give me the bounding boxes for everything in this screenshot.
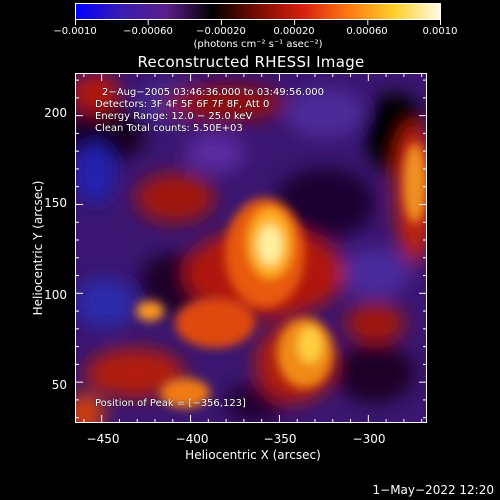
y-tick-label: 100 (44, 288, 67, 302)
peak-position-annotation: Position of Peak = [−356,123] (95, 398, 246, 409)
timestamp: 1−May−2022 12:20 (372, 483, 495, 497)
colorbar-tick-label: 0.00020 (273, 26, 315, 37)
rhessi-image (75, 73, 427, 423)
plot-title: Reconstructed RHESSI Image (137, 53, 365, 71)
axis-tick-marks (75, 73, 427, 423)
x-tick-label: −300 (352, 432, 386, 446)
colorbar-tick-label: 0.00060 (346, 26, 388, 37)
x-tick-label: −450 (86, 432, 120, 446)
time-range-annotation: 2−Aug−2005 03:46:36.000 to 03:49:56.000 (102, 87, 325, 98)
colorbar (75, 3, 441, 20)
colorbar-unit-label: (photons cm⁻² s⁻¹ asec⁻²) (193, 39, 323, 50)
x-axis-label: Heliocentric X (arcsec) (185, 448, 321, 462)
x-tick-label: −400 (175, 432, 209, 446)
colorbar-tick-label: 0.0010 (422, 26, 458, 37)
colorbar-tick-label: −0.00020 (196, 26, 246, 37)
detectors-annotation: Detectors: 3F 4F 5F 6F 7F 8F, Att 0 (95, 99, 270, 110)
energy-range-annotation: Energy Range: 12.0 − 25.0 keV (95, 111, 253, 122)
colorbar-tick-label: −0.00060 (123, 26, 173, 37)
colorbar-tick-label: −0.0010 (53, 26, 97, 37)
y-tick-label: 200 (44, 106, 67, 120)
y-axis-label: Heliocentric Y (arcsec) (31, 180, 45, 316)
x-tick-label: −350 (263, 432, 297, 446)
y-tick-label: 50 (51, 378, 67, 392)
colorbar-tick-marks (75, 20, 441, 25)
y-tick-label: 150 (44, 196, 67, 210)
clean-counts-annotation: Clean Total counts: 5.50E+03 (95, 123, 243, 134)
image-panel: 2−Aug−2005 03:46:36.000 to 03:49:56.000 … (75, 73, 427, 423)
